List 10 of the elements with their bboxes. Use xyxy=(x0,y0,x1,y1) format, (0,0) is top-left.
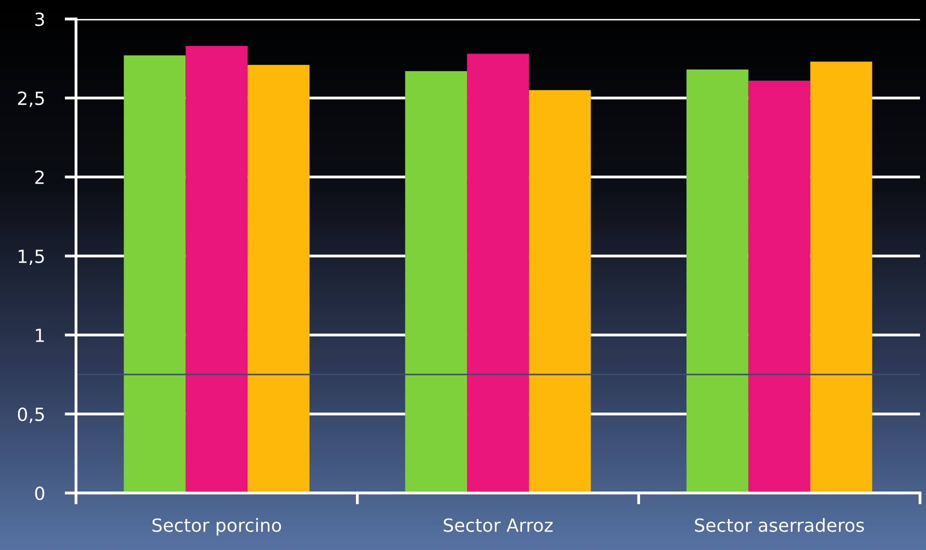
y-tick-label: 1,5 xyxy=(18,250,44,265)
y-tick-label: 2 xyxy=(35,170,44,184)
y-tick-label: 0,5 xyxy=(18,407,44,423)
x-tick-label: Sector porcino xyxy=(152,518,282,536)
x-tick-label: Sector Arroz xyxy=(444,518,553,532)
x-tick-label: Sector aserraderos xyxy=(695,518,864,532)
y-tick-label: 0 xyxy=(35,486,44,500)
y-tick-label: 3 xyxy=(35,12,44,26)
y-tick-label: 2,5 xyxy=(18,91,44,107)
y-tick-label: 1 xyxy=(36,328,44,342)
